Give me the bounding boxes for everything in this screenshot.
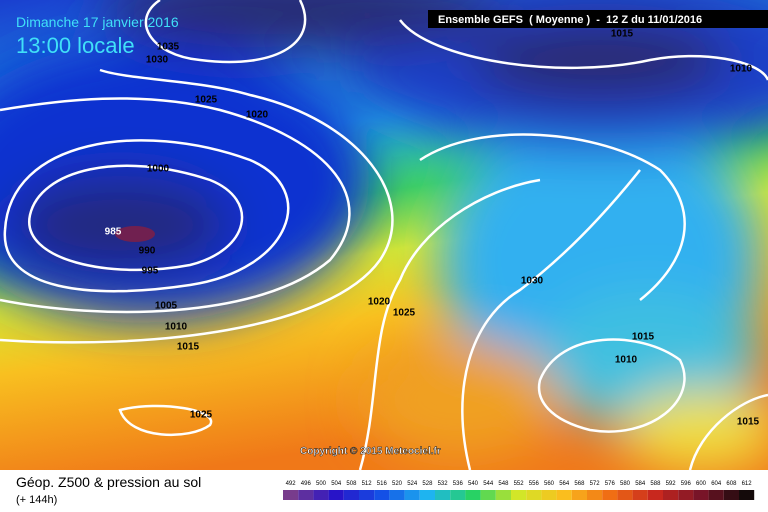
- isobar-label: 1025: [190, 410, 213, 421]
- isobar-label: 1010: [165, 322, 188, 333]
- scale-swatch: [404, 490, 420, 500]
- isobar-label: 1030: [146, 55, 169, 66]
- local-time: 13:00 locale: [16, 33, 135, 58]
- isobar-label: 1015: [632, 332, 655, 343]
- scale-swatch: [602, 490, 618, 500]
- scale-label: 532: [438, 481, 449, 487]
- isobar-labels: 1035 1030 1025 1020 1000 985 990 995 100…: [105, 29, 760, 428]
- scale-swatch: [663, 490, 679, 500]
- scale-swatch: [298, 490, 314, 500]
- scale-swatch: [541, 490, 557, 500]
- scale-swatch: [526, 490, 542, 500]
- isobar-lines: [0, 0, 768, 470]
- scale-swatch: [556, 490, 572, 500]
- scale-label: 612: [742, 481, 753, 487]
- scale-label: 552: [514, 481, 525, 487]
- run-info: Ensemble GEFS ( Moyenne ) - 12 Z du 11/0…: [438, 14, 702, 26]
- date: Dimanche 17 janvier 2016: [16, 14, 179, 30]
- scale-swatch: [283, 490, 299, 500]
- scale-label: 572: [590, 481, 601, 487]
- scale-swatch: [313, 490, 329, 500]
- map-background: [0, 0, 768, 470]
- scale-label: 608: [726, 481, 737, 487]
- run-banner: [428, 10, 768, 28]
- isobar-label: 1030: [521, 276, 544, 287]
- color-scale: 492 496 500 504 508 512 516 520 524 528 532 536 540 5…: [283, 481, 755, 500]
- scale-swatch: [511, 490, 527, 500]
- scale-label: 560: [544, 481, 555, 487]
- copyright: Copyright © 2015 Meteociel.fr: [300, 446, 441, 457]
- scale-swatch: [617, 490, 633, 500]
- scale-swatch: [632, 490, 648, 500]
- scale-swatch: [723, 490, 739, 500]
- scale-label: 496: [301, 481, 312, 487]
- scale-swatch: [495, 490, 511, 500]
- scale-label: 568: [574, 481, 585, 487]
- isobar-label: 1010: [615, 355, 638, 366]
- scale-swatch: [693, 490, 709, 500]
- isobar-label: 1035: [157, 42, 180, 53]
- scale-label: 504: [331, 481, 342, 487]
- isobar-label: 1020: [246, 110, 269, 121]
- isobar-label: 995: [142, 266, 159, 277]
- scale-swatch: [587, 490, 603, 500]
- scale-swatch: [419, 490, 435, 500]
- scale-swatch: [450, 490, 466, 500]
- scale-label: 536: [453, 481, 464, 487]
- scale-label: 512: [362, 481, 373, 487]
- scale-label: 592: [666, 481, 677, 487]
- scale-label: 604: [711, 481, 722, 487]
- scale-label: 588: [650, 481, 661, 487]
- scale-label: 564: [559, 481, 570, 487]
- isobar-label: 1015: [737, 417, 760, 428]
- scale-swatch: [359, 490, 375, 500]
- isobar-label: 1005: [155, 301, 178, 312]
- scale-label: 544: [483, 481, 494, 487]
- scale-swatch: [739, 490, 755, 500]
- scale-label: 600: [696, 481, 707, 487]
- isobar-label: 1000: [147, 164, 170, 175]
- scale-swatch: [647, 490, 663, 500]
- scale-swatch: [374, 490, 390, 500]
- forecast-lead: (+ 144h): [16, 494, 57, 506]
- scale-label: 508: [346, 481, 357, 487]
- scale-swatch: [328, 490, 344, 500]
- isobar-label: 1015: [611, 29, 634, 40]
- scale-label: 584: [635, 481, 646, 487]
- scale-label: 492: [286, 481, 297, 487]
- scale-label: 500: [316, 481, 327, 487]
- isobar-label: 990: [139, 246, 156, 257]
- isobar-label: 1025: [195, 95, 218, 106]
- scale-swatch: [389, 490, 405, 500]
- footer-title: Géop. Z500 & pression au sol: [16, 474, 201, 490]
- isobar-label: 985: [105, 227, 122, 238]
- scale-label: 576: [605, 481, 616, 487]
- scale-swatch: [480, 490, 496, 500]
- scale-label: 528: [422, 481, 433, 487]
- scale-swatch: [435, 490, 451, 500]
- scale-swatch: [465, 490, 481, 500]
- scale-swatch: [571, 490, 587, 500]
- scale-swatch: [343, 490, 359, 500]
- isobar-label: 1020: [368, 297, 391, 308]
- isobar-label: 1010: [730, 64, 753, 75]
- isobar-label: 1015: [177, 342, 200, 353]
- scale-label: 540: [468, 481, 479, 487]
- scale-label: 548: [498, 481, 509, 487]
- scale-label: 520: [392, 481, 403, 487]
- scale-label: 596: [681, 481, 692, 487]
- scale-label: 516: [377, 481, 388, 487]
- scale-label: 524: [407, 481, 418, 487]
- scale-swatch: [708, 490, 724, 500]
- isobar-label: 1025: [393, 308, 416, 319]
- scale-label: 556: [529, 481, 540, 487]
- scale-label: 580: [620, 481, 631, 487]
- scale-swatch: [678, 490, 694, 500]
